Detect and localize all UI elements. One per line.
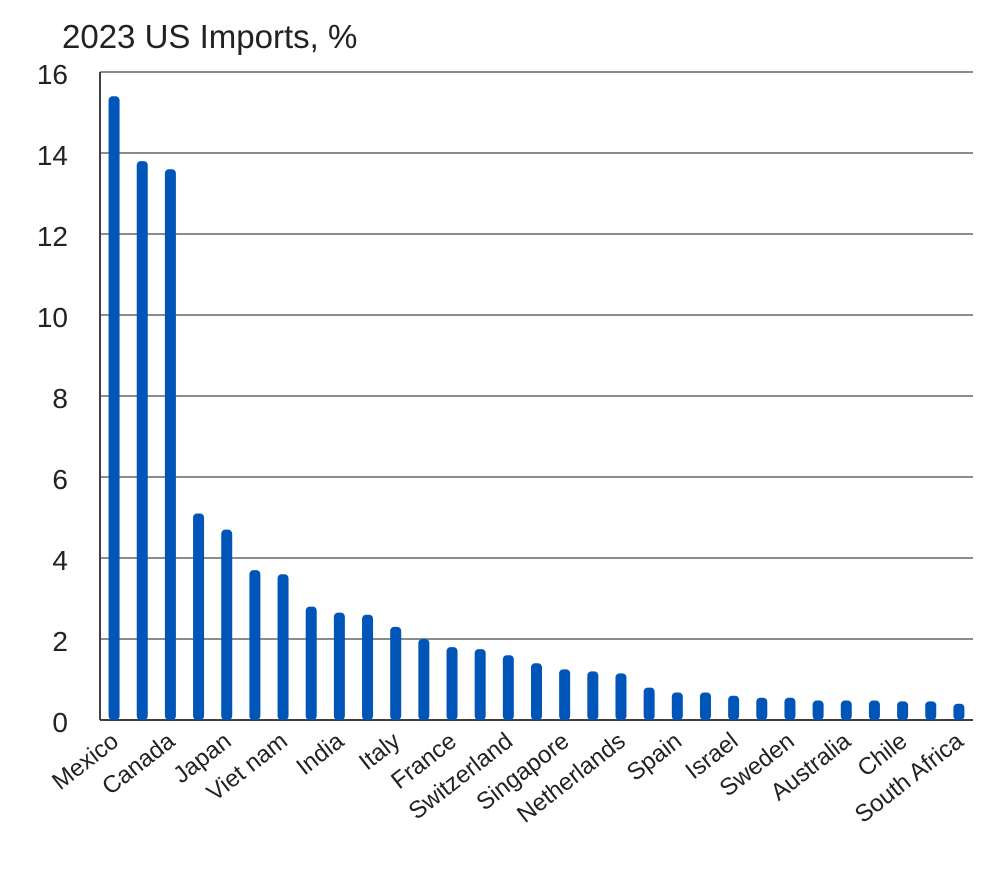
bar [756, 697, 768, 720]
bar [474, 649, 486, 720]
bar [559, 669, 571, 720]
bar [446, 647, 458, 720]
bar [531, 663, 542, 720]
bar [362, 614, 374, 720]
bar [699, 692, 711, 720]
bar [784, 697, 796, 720]
x-tick-label: India [291, 727, 349, 781]
bar [897, 701, 909, 720]
bar [615, 673, 627, 720]
bar [277, 574, 289, 720]
bar [418, 639, 430, 720]
y-tick-label: 6 [52, 464, 68, 495]
bar [390, 626, 402, 720]
x-tick-label: Spain [622, 727, 687, 786]
bar [108, 96, 120, 721]
bar [502, 655, 514, 720]
bar [812, 700, 824, 720]
y-tick-label: 10 [37, 302, 68, 333]
y-tick-label: 8 [52, 383, 68, 414]
bar [164, 169, 176, 720]
bar [925, 701, 937, 720]
chart-title: 2023 US Imports, % [62, 18, 358, 55]
bar [728, 695, 740, 720]
bar [671, 692, 683, 720]
bar [249, 570, 261, 720]
bar [221, 529, 233, 720]
bar [587, 671, 599, 720]
y-tick-label: 4 [52, 545, 68, 576]
bar [643, 687, 655, 720]
y-tick-label: 16 [37, 59, 68, 90]
y-tick-label: 14 [37, 140, 68, 171]
y-tick-label: 0 [52, 707, 68, 738]
bar [305, 606, 317, 720]
bar [136, 161, 148, 721]
y-tick-label: 12 [37, 221, 68, 252]
bar [953, 703, 965, 720]
y-tick-label: 2 [52, 626, 68, 657]
bar [333, 612, 345, 720]
bar [193, 513, 205, 720]
bar [868, 700, 880, 720]
bar [840, 700, 852, 720]
